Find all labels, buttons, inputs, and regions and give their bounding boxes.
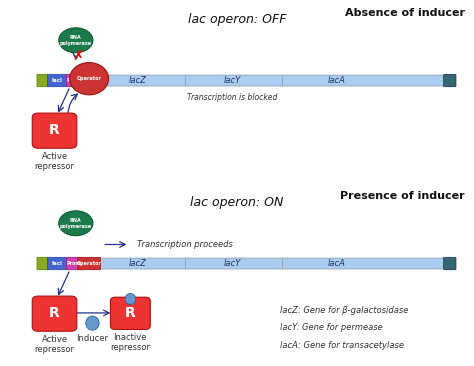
Ellipse shape bbox=[70, 63, 109, 95]
Text: lacI: lacI bbox=[52, 78, 63, 83]
Ellipse shape bbox=[59, 211, 93, 236]
Text: Operator: Operator bbox=[77, 261, 101, 266]
Text: Active
repressor: Active repressor bbox=[35, 335, 74, 354]
Text: lacZ: lacZ bbox=[128, 259, 146, 268]
Text: Operator: Operator bbox=[77, 76, 101, 81]
FancyBboxPatch shape bbox=[66, 257, 82, 270]
Text: lac operon: OFF: lac operon: OFF bbox=[188, 13, 286, 26]
Ellipse shape bbox=[125, 294, 136, 305]
Text: R: R bbox=[49, 123, 60, 137]
Text: Prom: Prom bbox=[67, 261, 81, 266]
FancyBboxPatch shape bbox=[63, 258, 451, 269]
Ellipse shape bbox=[86, 316, 99, 330]
FancyBboxPatch shape bbox=[78, 257, 100, 270]
Text: lacZ: Gene for β-galactosidase: lacZ: Gene for β-galactosidase bbox=[280, 306, 408, 315]
Text: RNA
polymerase: RNA polymerase bbox=[60, 35, 92, 46]
Text: ✗: ✗ bbox=[72, 49, 83, 63]
Text: lacA: Gene for transacetylase: lacA: Gene for transacetylase bbox=[280, 341, 404, 350]
Text: Transcription proceeds: Transcription proceeds bbox=[137, 240, 232, 249]
Text: lacZ: lacZ bbox=[128, 76, 146, 85]
FancyBboxPatch shape bbox=[66, 74, 82, 87]
Text: lacA: lacA bbox=[328, 76, 346, 85]
FancyBboxPatch shape bbox=[47, 257, 67, 270]
FancyBboxPatch shape bbox=[110, 297, 150, 329]
Text: R: R bbox=[49, 306, 60, 320]
Text: Absence of inducer: Absence of inducer bbox=[345, 8, 465, 18]
FancyBboxPatch shape bbox=[444, 74, 456, 87]
Text: lacI: lacI bbox=[52, 261, 63, 266]
FancyBboxPatch shape bbox=[32, 296, 77, 331]
Text: Inducer: Inducer bbox=[76, 334, 109, 343]
FancyBboxPatch shape bbox=[37, 74, 48, 87]
Ellipse shape bbox=[59, 28, 93, 53]
Text: Active
repressor: Active repressor bbox=[35, 152, 74, 171]
Text: R: R bbox=[125, 306, 136, 320]
Text: Presence of inducer: Presence of inducer bbox=[340, 191, 465, 201]
Text: Inactive
repressor: Inactive repressor bbox=[110, 333, 150, 352]
FancyBboxPatch shape bbox=[444, 257, 456, 270]
Text: lacY: Gene for permease: lacY: Gene for permease bbox=[280, 323, 383, 332]
FancyBboxPatch shape bbox=[47, 74, 67, 87]
Text: lacY: lacY bbox=[224, 259, 241, 268]
FancyBboxPatch shape bbox=[37, 257, 48, 270]
FancyBboxPatch shape bbox=[32, 113, 77, 148]
Text: lacY: lacY bbox=[224, 76, 241, 85]
Text: Transcription is blocked: Transcription is blocked bbox=[187, 93, 277, 102]
Text: Prom: Prom bbox=[67, 78, 81, 83]
Text: lacA: lacA bbox=[328, 259, 346, 268]
FancyBboxPatch shape bbox=[63, 75, 451, 86]
Text: RNA
polymerase: RNA polymerase bbox=[60, 218, 92, 229]
Text: lac operon: ON: lac operon: ON bbox=[191, 196, 283, 209]
